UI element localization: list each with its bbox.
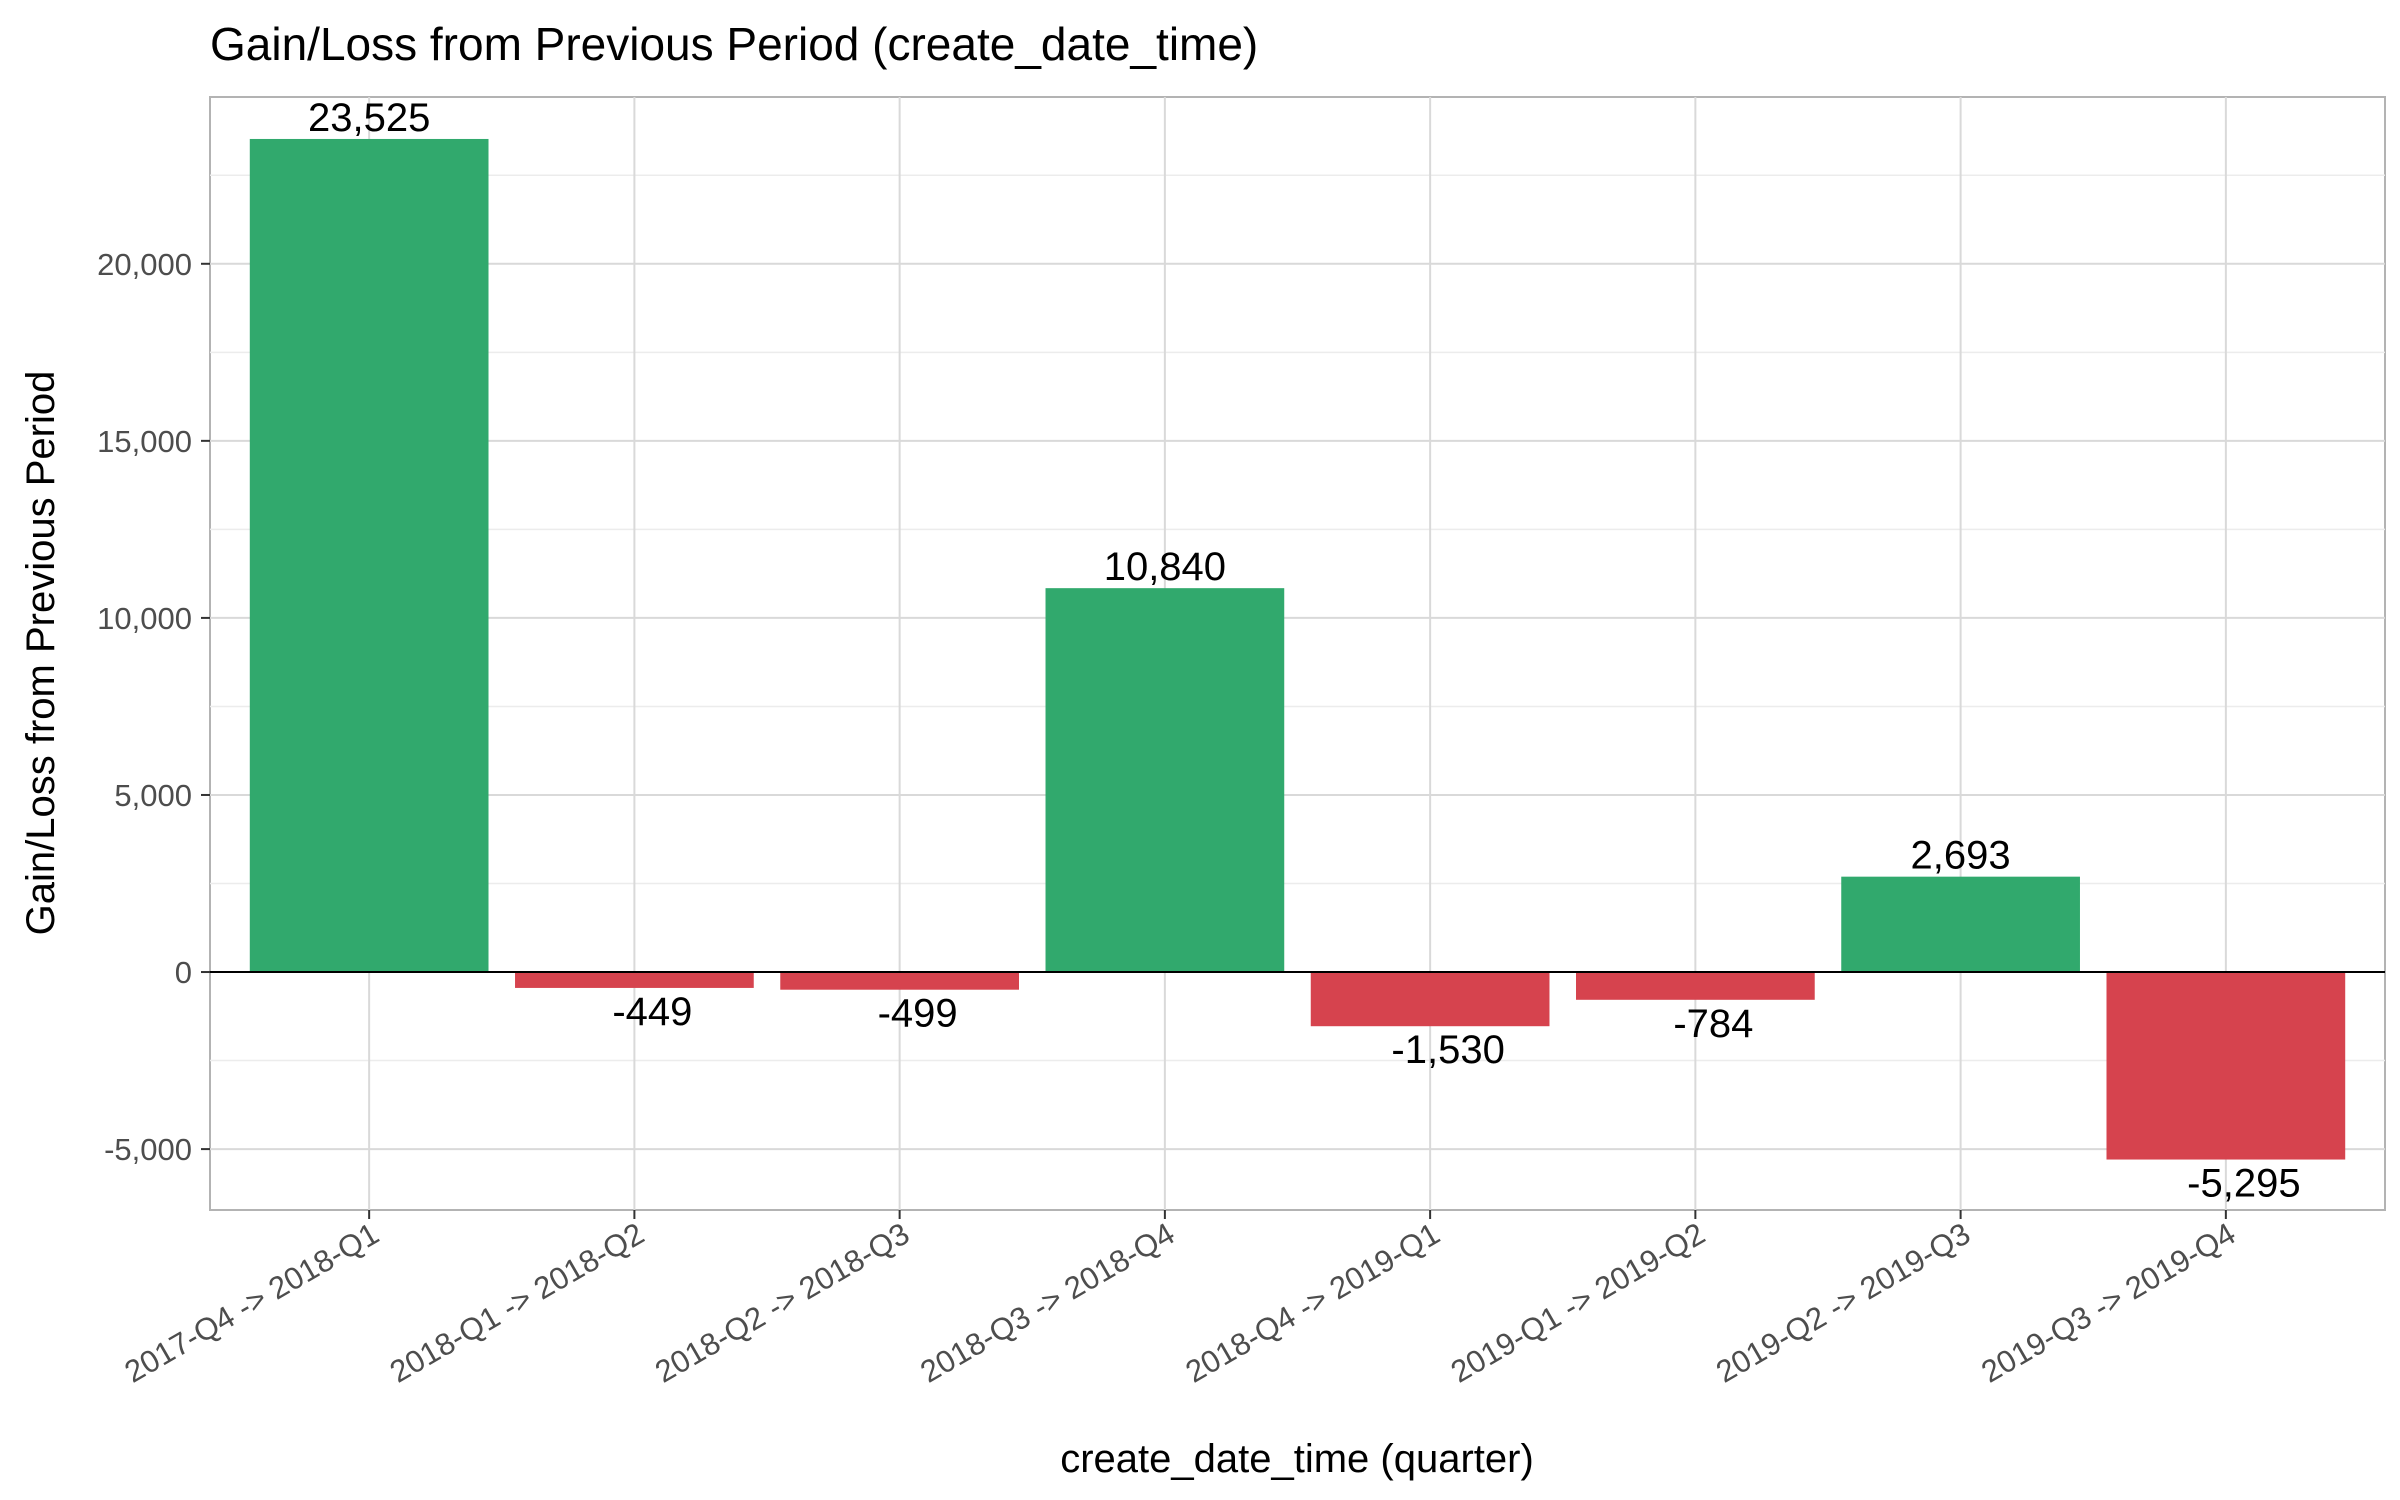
y-tick-label: 10,000 (97, 601, 192, 636)
plot-panel (209, 96, 2386, 1211)
chart-title: Gain/Loss from Previous Period (create_d… (210, 18, 1258, 70)
bar-loss (780, 972, 1019, 990)
bars (249, 138, 2346, 1160)
bar-value-label: 2,693 (1911, 834, 2011, 878)
bar-loss (1310, 972, 1550, 1027)
x-axis-title: create_date_time (quarter) (1060, 1437, 1534, 1481)
x-tick-label: 2017-Q4 -> 2018-Q1 (119, 1216, 385, 1390)
x-axis-ticks: 2017-Q4 -> 2018-Q1 2018-Q1 -> 2018-Q2 2018… (119, 1210, 2241, 1390)
y-axis-ticks: -5,000 0 5,000 10,000 15,000 20,000 (97, 247, 210, 1167)
x-tick-label: 2019-Q3 -> 2019-Q4 (1975, 1216, 2241, 1390)
bar-gain (249, 138, 489, 973)
bar-value-label: -1,530 (1391, 1028, 1504, 1072)
bar-value-label: -499 (878, 992, 958, 1036)
bar-loss (515, 972, 754, 988)
y-tick-label: 15,000 (97, 424, 192, 459)
bar-value-label: 23,525 (308, 96, 430, 140)
x-tick-label: 2019-Q1 -> 2019-Q2 (1445, 1216, 1711, 1390)
y-tick-label: 5,000 (114, 778, 192, 813)
x-tick-label: 2019-Q2 -> 2019-Q3 (1710, 1216, 1976, 1390)
bar-gain (1045, 588, 1285, 973)
x-tick-label: 2018-Q2 -> 2018-Q3 (649, 1216, 915, 1390)
y-tick-label: 0 (175, 955, 192, 990)
bar-loss (2106, 972, 2346, 1160)
bar-value-label: -449 (612, 990, 692, 1034)
x-tick-label: 2018-Q3 -> 2018-Q4 (914, 1216, 1180, 1390)
bar-loss (1576, 972, 1815, 1000)
y-tick-label: -5,000 (104, 1132, 192, 1167)
bar-gain (1841, 876, 2080, 973)
x-tick-label: 2018-Q1 -> 2018-Q2 (384, 1216, 650, 1390)
bar-value-label: -5,295 (2187, 1162, 2300, 1206)
bar-value-label: 10,840 (1104, 545, 1226, 589)
x-tick-label: 2018-Q4 -> 2019-Q1 (1180, 1216, 1446, 1390)
y-axis-title: Gain/Loss from Previous Period (19, 371, 63, 936)
y-tick-label: 20,000 (97, 247, 192, 282)
data-labels: 23,525 -449 -499 10,840 -1,530 -784 2,693 -5,29… (308, 96, 2301, 1206)
bar-value-label: -784 (1673, 1002, 1753, 1046)
